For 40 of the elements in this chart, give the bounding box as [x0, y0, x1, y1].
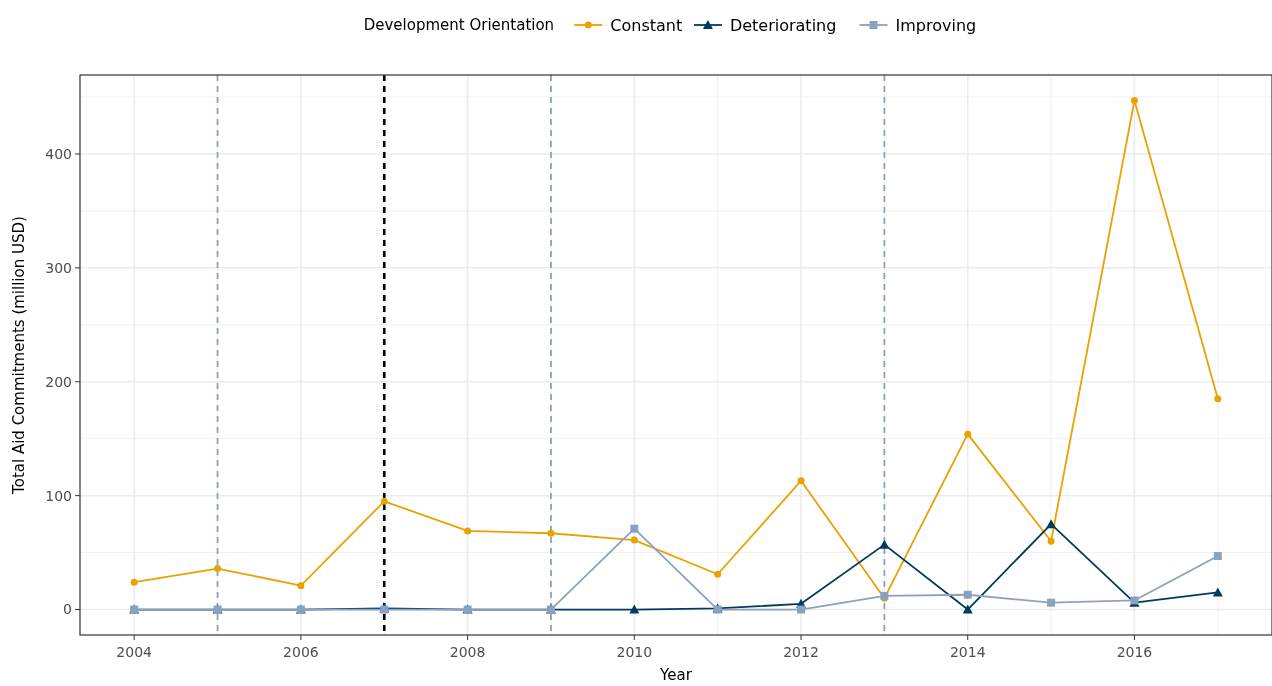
point — [130, 578, 138, 586]
legend-label: Improving — [895, 15, 977, 35]
point — [630, 524, 639, 533]
x-tick-label: 2014 — [949, 644, 986, 660]
x-tick-label: 2016 — [1116, 644, 1153, 660]
point — [797, 605, 806, 614]
y-tick-label: 200 — [45, 373, 72, 390]
point — [630, 536, 638, 544]
y-tick-label: 100 — [45, 487, 72, 504]
point — [797, 477, 805, 485]
x-tick-label: 2004 — [116, 644, 153, 660]
point — [964, 430, 972, 438]
point — [714, 570, 722, 578]
y-tick-label: 400 — [45, 145, 72, 162]
point — [297, 582, 305, 590]
point — [629, 604, 640, 614]
point — [1047, 537, 1055, 545]
point — [214, 565, 222, 573]
x-tick-label: 2008 — [449, 644, 486, 660]
point — [1046, 519, 1057, 529]
point — [962, 604, 973, 614]
x-axis-title: Year — [659, 666, 693, 684]
legend-label: Constant — [610, 15, 683, 35]
legend-label: Deteriorating — [729, 15, 837, 35]
point — [1214, 395, 1222, 403]
point — [464, 527, 472, 535]
legend-title: Development Orientation — [363, 16, 555, 35]
x-tick-label: 2006 — [283, 644, 319, 660]
x-tick-label: 2012 — [783, 644, 819, 660]
point — [1047, 598, 1056, 607]
point — [1130, 96, 1138, 104]
point — [1213, 552, 1222, 561]
y-axis-title: Total Aid Commitments (million USD) — [10, 216, 28, 495]
y-tick-label: 0 — [63, 601, 72, 618]
y-tick-label: 300 — [45, 259, 72, 276]
point — [963, 590, 972, 599]
point — [547, 529, 555, 537]
point — [380, 497, 388, 505]
point — [879, 539, 890, 549]
x-tick-label: 2010 — [616, 644, 653, 660]
